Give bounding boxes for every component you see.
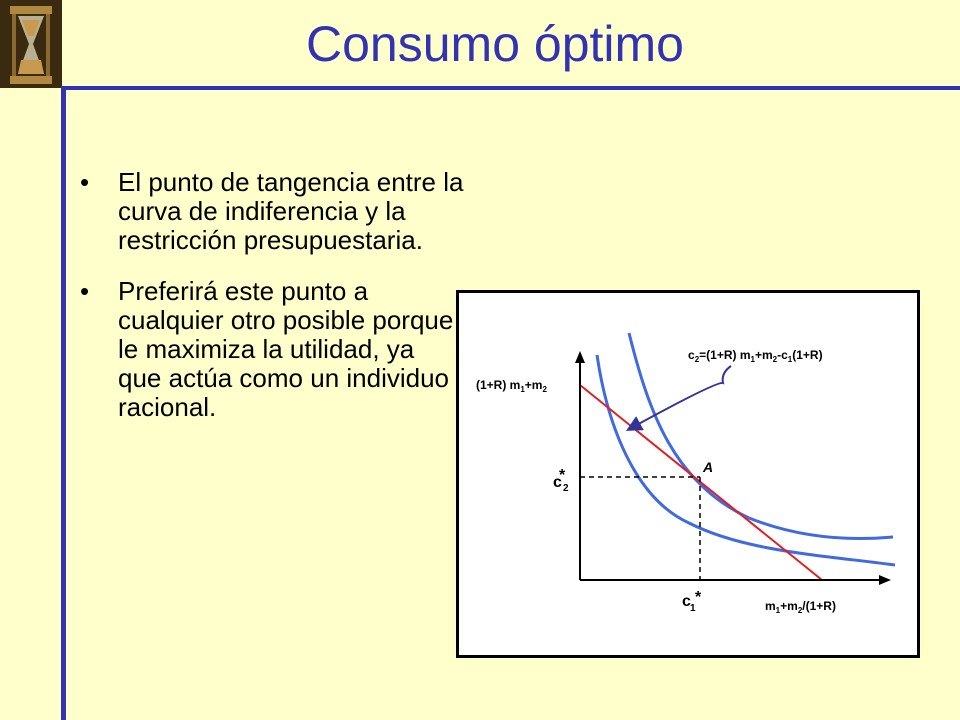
bullet-marker: •: [80, 276, 90, 306]
optimal-consumption-graph: c2=(1+R) m1+m2-c1(1+R) (1+R) m1+m2 m1+m2…: [456, 290, 920, 658]
c1-star-subscript: 1: [690, 603, 696, 614]
pointer-arrow: [625, 365, 732, 431]
c1-star-mark: *: [695, 589, 702, 606]
budget-line: [579, 384, 823, 581]
c2-star-subscript: 2: [563, 483, 569, 494]
y-intercept-label: (1+R) m1+m2: [476, 378, 547, 394]
bullet-text: El punto de tangencia entre la curva de …: [118, 167, 464, 255]
c2-star-mark: *: [559, 467, 566, 484]
bullet-marker: •: [80, 167, 90, 197]
point-a-label: A: [702, 459, 713, 475]
c1-star-letter: c: [682, 593, 691, 610]
c2-star-letter: c: [553, 474, 562, 491]
indifference-curve-outer: [627, 332, 894, 541]
budget-equation-label: c2=(1+R) m1+m2-c1(1+R): [688, 348, 823, 364]
title-divider: [61, 86, 960, 90]
hourglass-logo-icon: [0, 0, 62, 88]
y-axis-arrow-icon: [575, 351, 585, 363]
x-axis-arrow-icon: [879, 575, 891, 585]
indifference-curve-inner: [595, 354, 896, 567]
slide-title: Consumo óptimo: [306, 16, 684, 72]
bullet-text: Preferirá este punto a cualquier otro po…: [118, 276, 454, 422]
bullet-item: • El punto de tangencia entre la curva d…: [80, 168, 510, 255]
x-intercept-label: m1+m2/(1+R): [765, 599, 836, 615]
bullet-item: • Preferirá este punto a cualquier otro …: [80, 277, 458, 422]
bullet-list: • El punto de tangencia entre la curva d…: [80, 168, 510, 422]
left-rule: [61, 88, 66, 720]
